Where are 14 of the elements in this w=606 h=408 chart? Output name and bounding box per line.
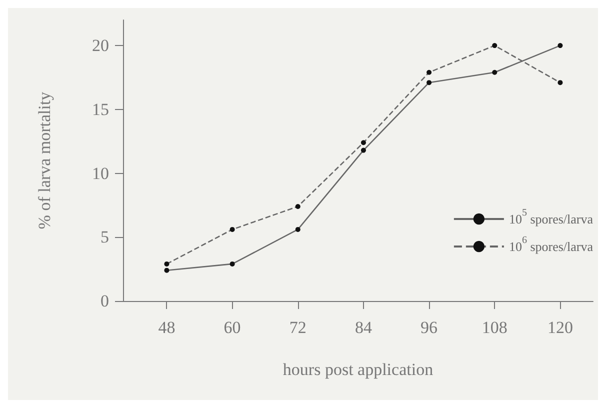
x-tick-label: 108: [482, 318, 508, 337]
y-axis-title: % of larva mortality: [35, 91, 54, 230]
y-tick-label: 15: [92, 100, 109, 119]
y-tick-label: 20: [92, 36, 109, 56]
y-tick-label: 5: [100, 228, 109, 247]
x-tick-label: 84: [354, 318, 372, 337]
x-tick-label: 120: [547, 318, 573, 337]
x-tick-label: 72: [289, 318, 306, 337]
y-tick-label: 0: [100, 292, 109, 310]
y-tick-label: 10: [92, 164, 109, 183]
x-tick-label: 48: [158, 318, 176, 337]
x-tick-label: 60: [224, 318, 241, 337]
x-axis-title: hours post application: [282, 360, 434, 379]
x-tick-label: 96: [420, 318, 438, 337]
